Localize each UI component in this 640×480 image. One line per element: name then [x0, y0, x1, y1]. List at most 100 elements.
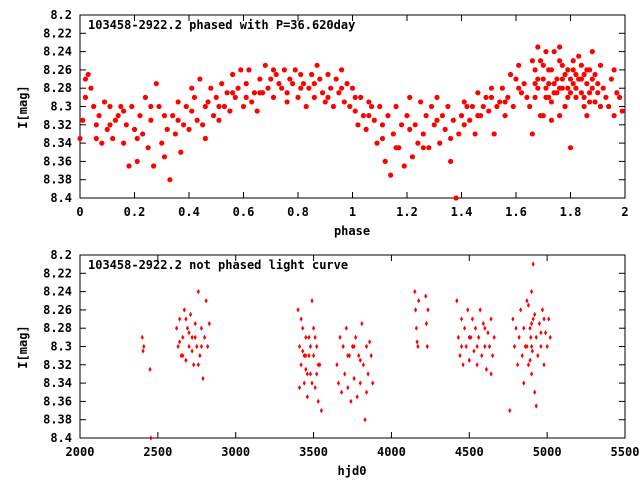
data-point	[181, 334, 185, 340]
data-point	[91, 103, 97, 110]
data-point	[352, 375, 356, 382]
data-point	[358, 380, 362, 386]
data-point	[123, 122, 129, 128]
data-point	[366, 371, 370, 377]
data-point	[584, 113, 590, 119]
data-point	[307, 353, 311, 359]
data-point	[216, 103, 222, 110]
data-point	[164, 126, 170, 132]
data-point	[246, 67, 252, 73]
data-point	[423, 113, 429, 119]
data-point	[193, 321, 197, 327]
data-point	[461, 99, 467, 105]
data-points	[140, 261, 552, 441]
data-point	[306, 85, 312, 91]
data-point	[611, 113, 617, 119]
data-point	[368, 339, 372, 345]
data-point	[198, 353, 202, 359]
data-point	[459, 316, 464, 322]
data-point	[82, 76, 89, 82]
data-point	[358, 357, 362, 363]
data-point	[539, 330, 543, 336]
data-point	[529, 371, 534, 377]
data-point	[584, 81, 590, 87]
data-point	[363, 417, 367, 423]
data-point	[546, 81, 552, 87]
data-points	[77, 44, 625, 201]
data-point	[349, 85, 356, 91]
data-point	[529, 131, 535, 137]
data-point	[360, 321, 364, 327]
data-point	[310, 380, 314, 386]
data-point	[140, 334, 144, 340]
y-tick-label: 8.3	[50, 340, 72, 354]
data-point	[137, 113, 143, 119]
data-point	[484, 366, 489, 372]
data-point	[364, 343, 369, 350]
data-point	[340, 389, 344, 395]
y-tick-label: 8.36	[43, 154, 72, 168]
data-point	[494, 103, 500, 110]
data-point	[121, 140, 127, 146]
data-point	[519, 307, 523, 313]
data-point	[317, 76, 323, 82]
data-point	[548, 334, 552, 340]
data-point	[299, 316, 303, 322]
data-point	[542, 362, 546, 368]
data-point	[595, 81, 601, 87]
data-point	[515, 362, 520, 368]
data-point	[543, 330, 548, 336]
data-point	[502, 113, 508, 119]
data-point	[249, 99, 255, 105]
data-point	[232, 94, 238, 100]
data-point	[352, 94, 358, 100]
data-point	[418, 99, 424, 105]
data-point	[301, 325, 305, 331]
data-point	[547, 316, 551, 322]
data-point	[361, 362, 365, 368]
data-point	[175, 117, 181, 123]
x-tick-label: 4000	[377, 445, 406, 459]
data-point	[532, 81, 538, 87]
data-point	[141, 348, 145, 354]
data-point	[529, 289, 534, 295]
data-point	[82, 94, 89, 100]
data-point	[531, 261, 535, 267]
data-point	[483, 343, 487, 350]
data-point	[315, 343, 319, 350]
data-point	[459, 343, 464, 350]
data-point	[478, 307, 482, 313]
data-point	[412, 122, 418, 128]
data-point	[475, 343, 479, 350]
data-point	[369, 353, 373, 359]
data-point	[93, 135, 99, 142]
y-tick-label: 8.26	[43, 63, 72, 77]
data-point	[477, 334, 481, 340]
data-point	[540, 113, 546, 119]
data-point	[300, 81, 307, 87]
data-point	[178, 149, 184, 155]
x-tick-label: 1.2	[396, 205, 418, 219]
data-point	[586, 67, 593, 73]
data-point	[531, 316, 535, 322]
data-point	[428, 103, 435, 110]
data-point	[183, 103, 189, 110]
data-point	[304, 334, 308, 340]
data-point	[542, 316, 546, 322]
data-point	[184, 357, 188, 363]
data-point	[415, 339, 419, 345]
data-point	[199, 343, 204, 350]
data-point	[251, 90, 257, 96]
data-point	[535, 85, 541, 91]
data-point	[415, 140, 421, 146]
data-point	[581, 103, 587, 110]
data-point	[529, 58, 535, 64]
data-point	[115, 113, 121, 119]
data-point	[358, 94, 364, 100]
data-point	[295, 94, 301, 100]
data-point	[104, 126, 110, 132]
data-point	[475, 113, 481, 119]
data-point	[216, 117, 222, 123]
data-point	[532, 67, 538, 73]
data-point	[425, 343, 429, 350]
